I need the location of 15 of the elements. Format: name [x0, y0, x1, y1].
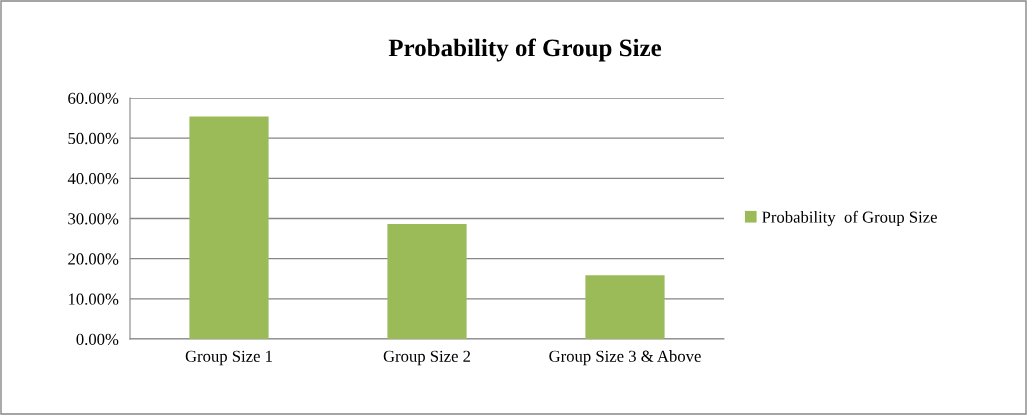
- chart-title: Probability of Group Size: [388, 38, 662, 62]
- y-tick-label: 0.00%: [76, 333, 119, 346]
- y-tick-label: 20.00%: [68, 253, 119, 265]
- bar: [585, 275, 665, 339]
- x-tick-label: Group Size 1: [185, 350, 272, 366]
- y-tick-label: 60.00%: [68, 92, 119, 105]
- bar: [189, 116, 269, 339]
- legend-label: Probability of Group Size: [762, 210, 937, 227]
- y-tick-label: 40.00%: [67, 173, 119, 185]
- bar: [387, 224, 467, 339]
- y-tick-label: 30.00%: [68, 213, 119, 225]
- x-tick-label: Group Size 3 & Above: [549, 350, 701, 366]
- y-tick-label: 10.00%: [68, 293, 119, 305]
- y-tick-label: 50.00%: [68, 132, 119, 145]
- x-tick-label: Group Size 2: [383, 350, 471, 366]
